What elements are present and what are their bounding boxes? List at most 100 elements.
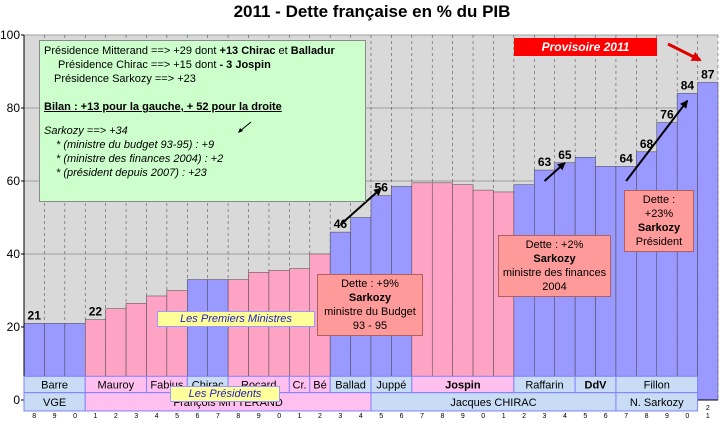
y-tick-label: 0 (13, 393, 20, 407)
note-finances-line3: ministre des finances (502, 267, 607, 279)
president-label: Jacques CHIRAC (450, 397, 536, 409)
summary-box: Présidence Mitterand ==> +29 dont +13 Ch… (39, 40, 366, 202)
x-tick-label-bottom: 6 (196, 413, 200, 420)
x-tick-label-bottom: 6 (400, 413, 404, 420)
x-tick-label-bottom: 8 (440, 413, 444, 420)
trend-arrow (339, 187, 382, 226)
summary-line-1c: et (275, 45, 291, 57)
premiers-ministres-tag: Les Premiers Ministres (157, 311, 315, 327)
bar (431, 182, 453, 401)
note-budget-line4: 93 - 95 (352, 320, 388, 332)
summary-line-2a: Présidence Chirac ==> +15 dont (58, 59, 220, 71)
pm-label: Ballad (335, 379, 366, 391)
value-label: 68 (640, 137, 654, 151)
note-finances-line4: 2004 (542, 281, 567, 293)
value-label: 65 (558, 148, 572, 162)
x-tick-label-bottom: 0 (685, 413, 689, 420)
x-tick-label-bottom: 0 (481, 413, 485, 420)
presidents-strip: VGE François MITTERAND Jacques CHIRAC N. Sa… (23, 392, 699, 412)
note-budget-line2: Sarkozy (348, 292, 392, 304)
trend-arrows (339, 42, 702, 226)
x-tick-label-bottom: 2 (318, 413, 322, 420)
provisoire-arrow (667, 42, 702, 62)
summary-line-2b: - 3 Jospin (219, 59, 271, 71)
x-tick-label-bottom: 8 (236, 413, 240, 420)
value-label: 76 (660, 108, 674, 122)
x-tick-label-bottom: 3 (543, 413, 547, 420)
president-label: N. Sarkozy (630, 397, 684, 409)
x-tick-label-bottom: 4 (563, 413, 567, 420)
note-finances-line2: Sarkozy (533, 253, 576, 265)
pm-label: Cr. (293, 379, 307, 391)
x-tick-label-bottom: 1 (502, 413, 506, 420)
summary-line-chirac: Présidence Chirac ==> +15 dont - 3 Jospi… (44, 58, 361, 72)
summary-arrow (238, 121, 252, 133)
x-tick-label-bottom: 9 (53, 413, 57, 420)
value-label: 22 (89, 305, 103, 319)
x-tick-label-bottom: 3 (338, 413, 342, 420)
summary-sarkozy-budget: * (ministre du budget 93-95) : +9 (56, 139, 215, 151)
x-tick-label-bottom: 9 (257, 413, 261, 420)
x-tick-label-bottom: 1 (706, 413, 710, 420)
summary-sarkozy-president: * (président depuis 2007) : +23 (56, 167, 207, 179)
note-budget-line3: ministre du Budget (324, 306, 416, 318)
bar (697, 82, 719, 401)
y-tick-label: 20 (7, 320, 21, 334)
x-tick-label-bottom: 7 (624, 413, 628, 420)
pm-label: Jospin (445, 379, 481, 391)
pm-label: Raffarin (525, 379, 563, 391)
x-tick-label-bottom: 4 (359, 413, 363, 420)
x-tick-label-bottom: 2 (114, 413, 118, 420)
x-tick-label-bottom: 0 (73, 413, 77, 420)
president-label: VGE (43, 397, 66, 409)
note-president-line2: +23% (644, 208, 674, 220)
x-tick-label-bottom: 4 (155, 413, 159, 420)
x-tick-label-bottom: 3 (134, 413, 138, 420)
chart-title: 2011 - Dette française en % du PIB (234, 2, 511, 21)
trend-arrow (625, 99, 689, 182)
x-tick-label-bottom: 5 (583, 413, 587, 420)
bar (656, 122, 678, 401)
presidents-tag: Les Présidents (170, 386, 280, 402)
pm-label: Barre (41, 379, 68, 391)
summary-line-1b: +13 Chirac (219, 45, 276, 57)
x-tick-label-bottom: 7 (420, 413, 424, 420)
x-tick-label-bottom: 0 (277, 413, 281, 420)
premiers-ministres-strip: BarreMauroyFabiusChiracRocardCr.BéBallad… (23, 375, 699, 394)
value-label: 63 (538, 155, 552, 169)
value-label: 21 (28, 308, 42, 322)
summary-sarkozy-finances: * (ministre des finances 2004) : +2 (56, 153, 224, 165)
note-finances-line1: Dette : +2% (525, 239, 584, 251)
x-tick-label-top: 2 (706, 405, 710, 412)
x-tick-label-bottom: 5 (175, 413, 179, 420)
value-label: 84 (681, 78, 695, 92)
y-tick-label: 100 (0, 28, 20, 42)
summary-bilan: Bilan : +13 pour la gauche, + 52 pour la… (44, 101, 282, 113)
x-tick-label-bottom: 6 (604, 413, 608, 420)
pm-label: Bé (313, 379, 326, 391)
x-tick-label-bottom: 1 (298, 413, 302, 420)
summary-sarkozy-total: Sarkozy ==> +34 (44, 125, 128, 137)
note-president-line4: Président (635, 236, 683, 248)
x-tick-label-bottom: 9 (665, 413, 669, 420)
note-budget: Dette : +9% Sarkozy ministre du Budget 9… (317, 274, 423, 336)
pm-label: Mauroy (98, 379, 135, 391)
summary-line-mitterand: Présidence Mitterand ==> +29 dont +13 Ch… (44, 44, 361, 58)
note-president-line3: Sarkozy (637, 222, 681, 234)
y-tick-label: 40 (7, 247, 21, 261)
trend-arrow (543, 162, 566, 182)
note-president-line1: Dette : (642, 194, 676, 206)
x-tick-label-bottom: 8 (645, 413, 649, 420)
x-tick-label-bottom: 8 (32, 413, 36, 420)
president-segment (615, 392, 699, 412)
pm-label: Fillon (644, 379, 670, 391)
summary-line-sarkozy: Présidence Sarkozy ==> +23 (54, 73, 196, 85)
value-label: 64 (619, 151, 633, 165)
x-tick-label-bottom: 1 (93, 413, 97, 420)
value-label: 87 (701, 67, 715, 81)
y-tick-label: 60 (7, 174, 21, 188)
y-tick-label: 80 (7, 101, 21, 115)
note-budget-line1: Dette : +9% (341, 278, 399, 290)
bar (472, 189, 494, 401)
